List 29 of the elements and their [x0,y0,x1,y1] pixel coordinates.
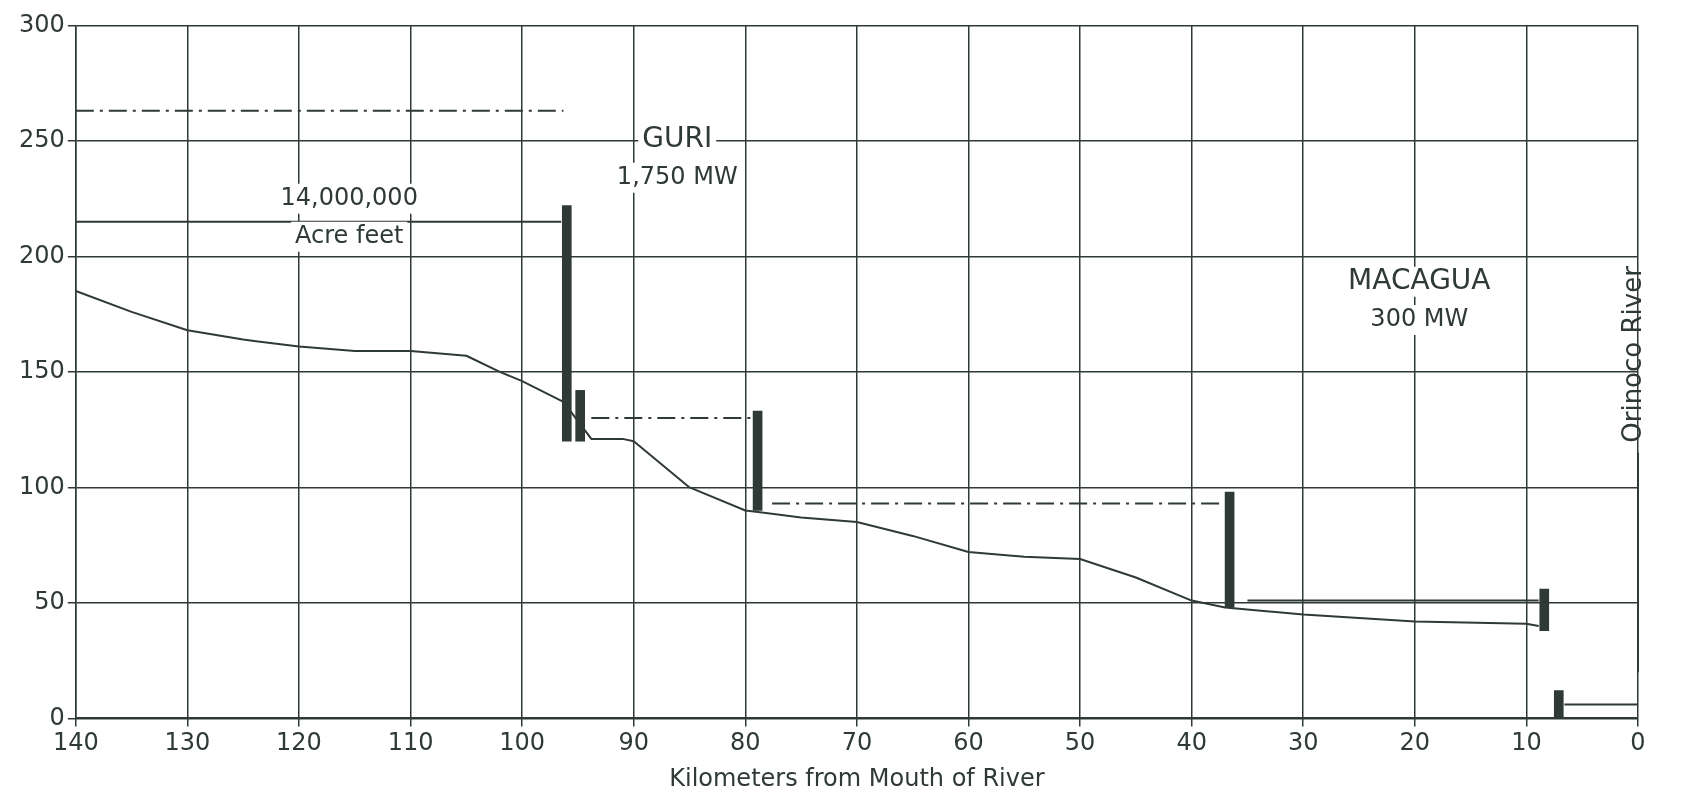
x-tick-label: 0 [1630,728,1646,757]
y-tick-label: 300 [19,9,65,38]
x-tick-label: 140 [52,728,99,757]
annotation: 1,750 MW [616,162,738,191]
x-tick-label: 50 [1064,728,1096,757]
y-tick-label: 50 [34,587,65,616]
x-tick-label: 20 [1399,728,1431,757]
x-tick-label: 60 [953,728,984,757]
x-tick-label: 110 [387,728,434,757]
x-axis-title: Kilometers from Mouth of River [669,763,1045,792]
x-tick-label: 100 [499,728,546,757]
annotation: 300 MW [1370,304,1469,333]
annotation: 14,000,000 [280,182,418,211]
x-tick-label: 130 [164,728,211,757]
annotation: MACAGUA [1348,263,1491,297]
x-tick-label: 80 [730,728,761,757]
y-tick-label: 200 [19,240,65,269]
x-tick-label: 40 [1176,728,1207,757]
annotation: Acre feet [295,221,404,249]
x-tick-label: 10 [1511,728,1542,757]
x-tick-label: 30 [1287,728,1319,757]
y-tick-label: 0 [49,702,65,731]
y-tick-label: 250 [19,125,65,154]
y-tick-label: 150 [19,356,65,385]
y-tick-label: 100 [19,471,65,500]
annotation: GURI [642,121,713,155]
x-tick-label: 70 [841,728,873,757]
x-tick-label: 120 [276,728,322,757]
x-tick-label: 90 [618,728,650,757]
